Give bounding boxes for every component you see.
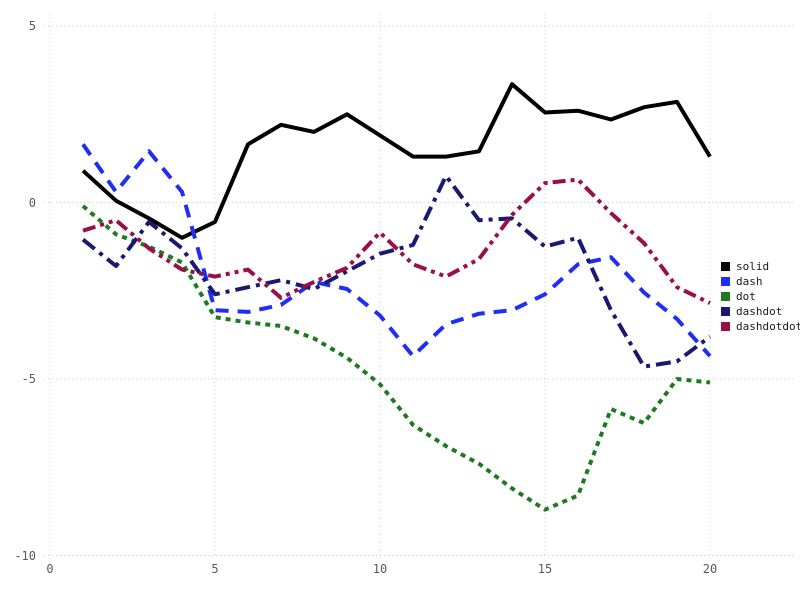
- grid-lines: [44, 14, 794, 556]
- series-line-dashdot: [81, 174, 712, 369]
- legend-label-dashdot: dashdot: [736, 304, 783, 318]
- series-line-solid: [81, 82, 712, 240]
- legend-item-solid: solid: [721, 259, 800, 273]
- legend-label-solid: solid: [736, 259, 770, 273]
- x-tick-label-0: 0: [46, 562, 54, 576]
- x-tick-label-15: 15: [537, 562, 553, 576]
- legend-label-dashdotdot: dashdotdot: [736, 319, 800, 333]
- legend-item-dashdot: dashdot: [721, 304, 800, 318]
- legend-swatch-dashdotdot: [721, 321, 730, 331]
- y-tick-label--5: -5: [21, 372, 36, 386]
- y-tick-label-5: 5: [28, 19, 36, 33]
- legend-swatch-dash: [721, 276, 730, 286]
- legend-swatch-dot: [721, 291, 730, 301]
- series-line-dash: [81, 143, 712, 359]
- series-line-dashdotdot: [82, 177, 711, 305]
- legend-item-dot: dot: [721, 289, 800, 303]
- x-tick-label-5: 5: [211, 562, 219, 576]
- legend-swatch-solid: [721, 261, 730, 271]
- series-line-dot: [81, 204, 711, 512]
- y-tick-label--10: -10: [14, 548, 36, 563]
- x-tick-label-20: 20: [702, 562, 718, 576]
- legend-item-dash: dash: [721, 274, 800, 288]
- legend-item-dashdotdot: dashdotdot: [721, 319, 800, 333]
- series-lines: [81, 82, 712, 512]
- legend-swatch-dashdot: [721, 306, 730, 316]
- legend-label-dot: dot: [736, 289, 756, 303]
- y-tick-label-0: 0: [28, 195, 36, 210]
- x-tick-label-10: 10: [372, 562, 388, 576]
- legend: solid dash dot dashdot dashdotdot: [721, 259, 800, 334]
- legend-label-dash: dash: [736, 274, 763, 288]
